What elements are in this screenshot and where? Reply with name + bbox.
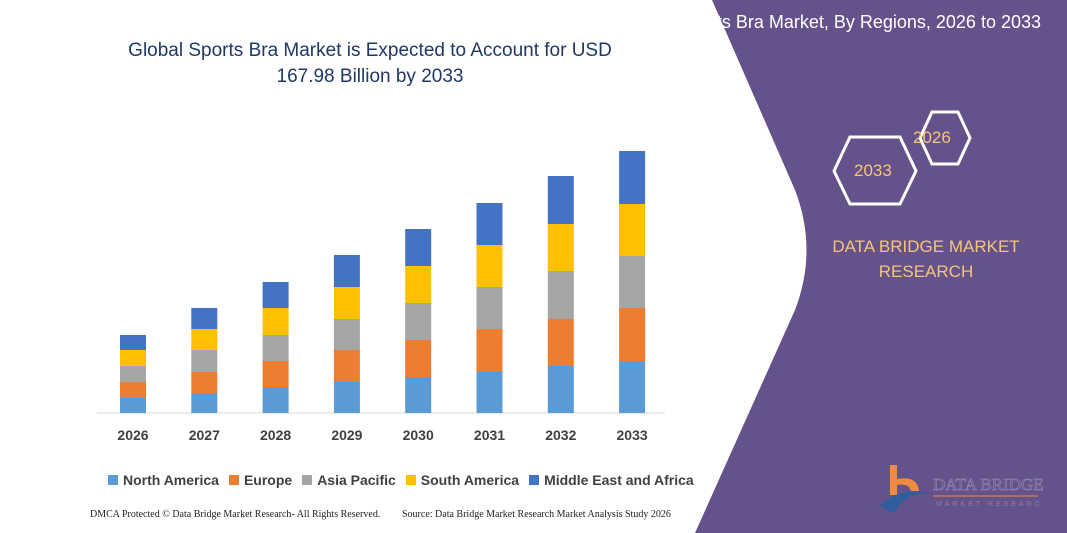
legend-swatch (405, 475, 416, 485)
bar-2028-asia-pacific (262, 335, 289, 361)
hex-label-start: 2026 (913, 128, 951, 147)
bar-2030-europe (405, 340, 432, 377)
legend-label: North America (123, 472, 219, 488)
legend-item: Middle East and Africa (529, 472, 694, 488)
hexagon-2026-icon (918, 110, 972, 166)
bar-2028-europe (262, 361, 289, 387)
bar-2026-south-america (120, 350, 146, 366)
brand-text: DATA BRIDGE MARKET RESEARCH (832, 237, 1020, 281)
data-bridge-logo: DATA BRIDGE MARKET RESEARCH (880, 465, 1043, 513)
bar-2029-middle-east-and-africa (333, 255, 360, 287)
legend: North America Europe Asia Pacific South Ame… (108, 472, 694, 488)
legend-label: Middle East and Africa (544, 472, 694, 488)
bar-2029-europe (333, 350, 360, 382)
bar-2031-middle-east-and-africa (476, 203, 503, 245)
bar-2030-south-america (405, 266, 432, 303)
bar-2030-north-america (405, 377, 432, 413)
x-tick-label: 2026 (117, 427, 148, 443)
bar-2032-europe (547, 319, 574, 366)
bar-2033-middle-east-and-africa (619, 151, 646, 204)
bar-2033-europe (619, 308, 646, 361)
hexagon-icons (832, 110, 972, 206)
hexagon-2033-icon (832, 135, 918, 206)
legend-swatch (108, 475, 118, 485)
bar-2029-asia-pacific (333, 319, 360, 350)
svg-text:DATA BRIDGE: DATA BRIDGE (933, 475, 1043, 494)
bar-2032-middle-east-and-africa (547, 176, 574, 224)
copyright-text: DMCA Protected © Data Bridge Market Rese… (90, 509, 381, 520)
legend-swatch (302, 475, 313, 485)
bar-2027-north-america (191, 393, 218, 413)
x-tick-label: 2033 (617, 427, 648, 443)
x-tick-label: 2029 (331, 427, 362, 443)
legend-item: Asia Pacific (302, 472, 396, 488)
legend-label: Europe (243, 472, 293, 488)
bar-2031-europe (476, 329, 503, 372)
bar-2029-north-america (333, 382, 360, 413)
source-text: Source: Data Bridge Market Research Mark… (402, 509, 671, 520)
bar-2032-asia-pacific (547, 271, 574, 319)
bar-2026-europe (120, 382, 146, 398)
legend-swatch (228, 475, 239, 485)
bar-2031-north-america (476, 372, 503, 413)
legend-swatch (529, 475, 540, 485)
x-tick-label: 2028 (260, 427, 291, 443)
bar-2031-south-america (476, 245, 503, 287)
bar-2028-south-america (262, 308, 289, 335)
bar-2026-middle-east-and-africa (120, 335, 146, 350)
bar-2029-south-america (333, 287, 360, 319)
legend-item: North America (108, 472, 219, 488)
stacked-bar-chart: 2026 2027 2028 2029 2030 2031 2032 2033 (97, 151, 665, 443)
chart-title: Global Sports Bra Market is Expected to … (128, 40, 612, 87)
bar-2027-asia-pacific (191, 350, 218, 372)
bar-2026-asia-pacific (120, 366, 146, 382)
x-tick-label: 2030 (403, 427, 434, 443)
bar-2033-north-america (619, 361, 646, 413)
svg-text:MARKET RESEARCH: MARKET RESEARCH (936, 501, 1043, 508)
bar-2026-north-america (120, 398, 146, 413)
legend-item: Europe (228, 472, 293, 488)
x-tick-label: 2031 (474, 427, 505, 443)
bar-2028-north-america (262, 387, 289, 413)
side-panel-title: Global Sports Bra Market, By Regions, 20… (621, 12, 1041, 32)
legend-item: South America (405, 472, 520, 488)
bar-2030-asia-pacific (405, 303, 432, 340)
bar-2027-middle-east-and-africa (191, 308, 218, 329)
legend-label: Asia Pacific (317, 472, 396, 488)
x-tick-label: 2027 (189, 427, 220, 443)
bar-2031-asia-pacific (476, 287, 503, 329)
legend-label: South America (420, 472, 520, 488)
bar-2032-north-america (547, 366, 574, 413)
bar-2027-south-america (191, 329, 218, 350)
x-tick-label: 2032 (545, 427, 576, 443)
bar-2033-south-america (619, 204, 646, 256)
bar-2027-europe (191, 372, 218, 393)
hex-label-end: 2033 (854, 161, 892, 180)
bar-2033-asia-pacific (619, 256, 646, 308)
bar-2032-south-america (547, 224, 574, 271)
bar-2030-middle-east-and-africa (405, 229, 432, 266)
bar-2028-middle-east-and-africa (262, 282, 289, 308)
